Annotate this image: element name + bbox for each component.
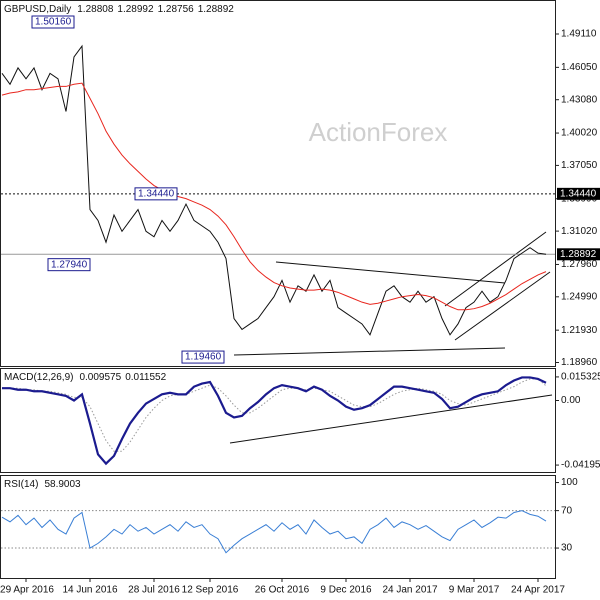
symbol: GBPUSD,Daily [4,4,71,15]
x-tick-label: 26 Oct 2016 [255,585,310,596]
series-line [2,378,547,452]
y-tick-label: 1.21930 [561,325,598,336]
series-line [1,82,547,311]
x-tick-label: 24 Jan 2017 [382,585,437,596]
macd-header: MACD(12,26,9) 0.009575 0.011552 [4,372,167,383]
x-tick-label: 9 Dec 2016 [320,585,372,596]
series-line [1,510,547,554]
y-tick-label: 0.00 [561,395,581,406]
macd-value: 0.009575 [79,372,121,383]
y-tick-label: 0.015325 [561,372,600,383]
y-tick-label: 70 [561,505,573,516]
y-tick-label: 1.37050 [561,160,598,171]
rsi-header: RSI(14) 58.9003 [4,479,81,490]
macd-panel [0,368,556,473]
trendline [233,347,506,356]
y-tick-label: 1.49110 [561,29,597,40]
level-box [557,248,600,261]
annotation-label: 1.50160 [35,17,72,28]
high: 1.28992 [117,4,154,15]
trendline [229,394,553,444]
y-tick-label: 1.40020 [561,128,598,139]
x-tick-label: 12 Sep 2016 [182,585,239,596]
trendline [444,231,547,307]
y-tick-label: 1.24990 [561,291,598,302]
macd-value: 0.011552 [125,372,166,383]
annotation-label: 1.19460 [185,352,222,363]
annotation-box [134,187,178,201]
series-line [1,44,547,336]
rsi-value: 58.9003 [44,479,81,490]
y-tick-label: 30 [561,543,573,554]
level-box [557,187,600,200]
y-tick-label: 1.18960 [561,357,598,368]
x-tick-label: 9 Mar 2017 [449,585,500,596]
y-tick-label: 100 [561,477,578,488]
series-line [2,376,547,466]
x-tick-label: 24 Apr 2017 [511,585,565,596]
close: 1.28892 [198,4,235,15]
x-tick-label: 28 Jul 2016 [128,585,180,596]
y-tick-label: 1.31020 [561,226,598,237]
level-label: 1.28892 [560,249,597,260]
rsi-title: RSI(14) [4,479,38,490]
level-label: 1.34440 [560,188,597,199]
x-tick-label: 14 Jun 2016 [62,585,117,596]
price-header: GBPUSD,Daily 1.28808 1.28992 1.28756 1.28892 [4,4,234,15]
watermark: ActionForex [309,117,448,147]
open: 1.28808 [77,4,114,15]
macd-title: MACD(12,26,9) [4,372,73,383]
annotation-box [31,15,75,29]
annotation-box [47,258,91,272]
annotation-label: 1.34440 [138,188,175,199]
annotation-label: 1.27940 [51,259,88,270]
trendline [275,261,506,284]
x-tick-label: 29 Apr 2016 [0,585,54,596]
y-tick-label: -0.041957 [561,460,600,471]
trendline [454,271,551,341]
header: GBPUSD,Daily 1.28808 1.28992 1.28756 1.28892… [4,4,234,490]
y-tick-label: 1.43080 [561,94,598,105]
trendlines [229,231,553,444]
low: 1.28756 [158,4,195,15]
annotation-box [181,350,225,364]
rsi-panel [0,475,556,579]
y-tick-label: 1.46050 [561,62,598,73]
price-panel [0,0,556,367]
y-tick-label: 1.27960 [561,259,598,270]
